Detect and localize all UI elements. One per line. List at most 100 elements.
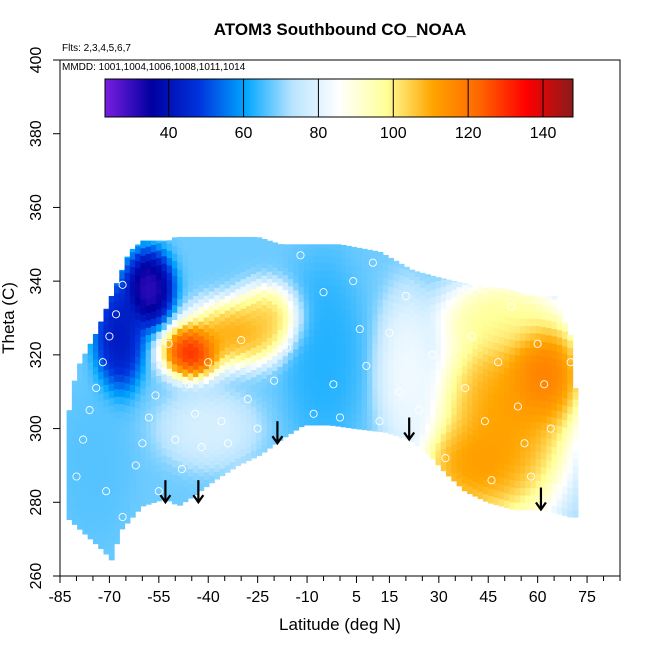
sample-point <box>546 424 555 433</box>
x-axis-label: Latitude (deg N) <box>279 615 401 634</box>
y-tick-label: 400 <box>28 47 45 74</box>
sample-point <box>105 332 114 341</box>
sample-point <box>102 487 111 496</box>
sample-point <box>329 380 338 389</box>
sample-point <box>79 435 88 444</box>
heatmap-field <box>66 236 579 561</box>
down-arrow-icon <box>535 487 547 512</box>
x-tick-label: -70 <box>98 589 121 606</box>
y-tick-label: 280 <box>28 489 45 516</box>
sample-point <box>118 280 127 289</box>
sample-point <box>540 380 549 389</box>
sample-point <box>164 339 173 348</box>
sample-point <box>283 343 292 352</box>
sample-point <box>177 465 186 474</box>
y-axis-label: Theta (C) <box>0 282 18 354</box>
sample-point <box>72 472 81 481</box>
sample-point <box>385 328 394 337</box>
sample-point <box>204 358 213 367</box>
sample-point <box>296 251 305 260</box>
down-arrow-icon <box>159 480 172 505</box>
sample-point <box>319 288 328 297</box>
chart-title: ATOM3 Southbound CO_NOAA <box>214 20 466 39</box>
sample-point <box>487 476 496 485</box>
colorbar-tick-label: 140 <box>530 125 557 142</box>
sample-point <box>401 291 410 300</box>
sample-point <box>451 299 460 308</box>
colorbar-tick-label: 60 <box>235 125 253 142</box>
sample-point <box>375 417 384 426</box>
y-tick-label: 340 <box>28 268 45 295</box>
y-tick-label: 360 <box>28 194 45 221</box>
sample-point <box>111 310 121 319</box>
sample-point <box>415 406 424 415</box>
sample-point <box>441 454 450 463</box>
sample-point <box>395 387 404 396</box>
colorbar-ticks: 40 60 80 100 120 140 <box>160 79 557 142</box>
colorbar-tick-label: 80 <box>310 125 328 142</box>
sample-point <box>125 535 134 544</box>
x-tick-label: 45 <box>479 589 497 606</box>
sample-point <box>428 350 437 359</box>
y-tick-label: 320 <box>28 341 45 368</box>
x-tick-label: -25 <box>246 589 269 606</box>
x-tick-label: -40 <box>197 589 220 606</box>
sample-point <box>559 295 569 304</box>
sample-point <box>309 409 318 418</box>
sample-point <box>217 417 226 426</box>
sample-point <box>335 413 345 422</box>
sample-point <box>569 442 578 452</box>
down-arrow-icon <box>403 417 416 442</box>
sample-point <box>480 417 489 426</box>
colorbar-tick-label: 100 <box>380 125 407 142</box>
sample-point <box>270 376 279 385</box>
sample-point <box>243 395 252 404</box>
sample-point <box>507 302 516 311</box>
surface-arrows <box>159 417 547 512</box>
sample-point <box>138 439 147 448</box>
sample-point <box>118 512 127 522</box>
sample-point <box>237 336 246 345</box>
colorbar <box>104 78 574 118</box>
sample-point <box>223 439 233 448</box>
sample-point <box>494 358 503 367</box>
sample-point <box>171 435 180 444</box>
sample-point <box>158 361 167 370</box>
sample-point <box>533 339 542 348</box>
sample-point <box>520 439 529 448</box>
x-axis-ticks: -85 -70 -55 -40 -25 -10 5 15 30 45 60 75 <box>48 576 621 606</box>
sample-point <box>566 358 575 367</box>
sample-point <box>362 361 371 370</box>
y-tick-label: 300 <box>28 415 45 442</box>
flights-note: Flts: 2,3,4,5,6,7 <box>62 43 131 54</box>
y-tick-label: 260 <box>28 563 45 590</box>
sample-point <box>131 461 140 470</box>
x-tick-label: -10 <box>295 589 318 606</box>
sample-point <box>144 413 153 422</box>
sample-point <box>527 472 536 481</box>
y-axis-ticks: 260 280 300 320 340 360 380 400 <box>28 47 60 590</box>
x-tick-label: 60 <box>529 589 547 606</box>
sample-point <box>197 442 206 452</box>
sample-point <box>92 383 101 393</box>
x-tick-label: -55 <box>147 589 170 606</box>
sample-point <box>98 358 107 367</box>
x-tick-label: 75 <box>578 589 596 606</box>
sample-point <box>191 409 200 418</box>
sample-point <box>467 332 476 341</box>
sample-point <box>461 383 470 393</box>
colorbar-tick-label: 40 <box>160 125 178 142</box>
sample-point <box>553 483 562 492</box>
down-arrow-icon <box>192 480 205 505</box>
down-arrow-icon <box>271 421 284 446</box>
x-tick-label: 30 <box>430 589 448 606</box>
dates-note: MMDD: 1001,1004,1006,1008,1011,1014 <box>62 62 246 73</box>
x-tick-label: 5 <box>352 589 361 606</box>
sample-point <box>154 487 163 496</box>
x-tick-label: -85 <box>48 589 71 606</box>
sample-point <box>368 258 377 267</box>
colorbar-tick-label: 120 <box>455 125 482 142</box>
x-tick-label: 15 <box>381 589 399 606</box>
sample-point <box>355 325 364 334</box>
sample-point <box>253 424 262 433</box>
